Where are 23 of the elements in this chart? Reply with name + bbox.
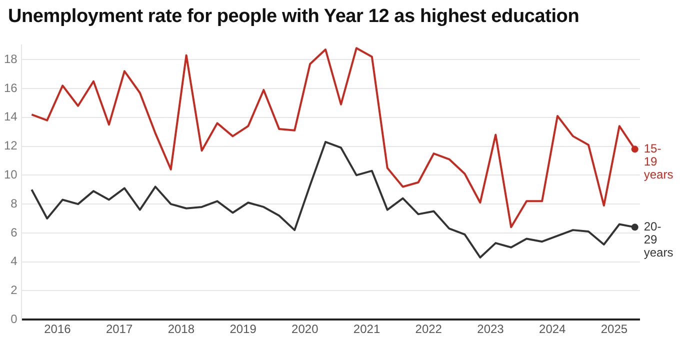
y-tick-label: 6 [10,225,18,240]
series-label: 15-19 years [644,141,674,182]
x-tick-label: 2017 [106,322,133,336]
x-tick-label: 2016 [44,322,72,336]
y-tick-label: 18 [4,52,18,66]
x-tick-label: 2025 [600,322,628,336]
x-tick-label: 2018 [168,322,195,336]
y-tick-label: 12 [4,138,18,153]
x-tick-label: 2024 [539,322,566,336]
y-tick-label: 4 [10,254,18,268]
chart-title: Unemployment rate for people with Year 12 as highest education [8,6,580,28]
x-tick-label: 2021 [353,322,380,336]
x-tick-label: 2022 [415,322,442,336]
x-tick-label: 2019 [230,322,257,336]
y-tick-label: 8 [10,196,18,210]
y-tick-label: 0 [10,312,18,326]
y-tick-label: 10 [4,167,18,182]
y-tick-label: 14 [4,110,18,124]
x-tick-label: 2023 [477,322,504,336]
y-tick-label: 16 [4,80,18,95]
series-label: 20-29 years [644,219,674,260]
y-tick-label: 2 [10,283,18,298]
x-tick-label: 2020 [292,322,319,336]
